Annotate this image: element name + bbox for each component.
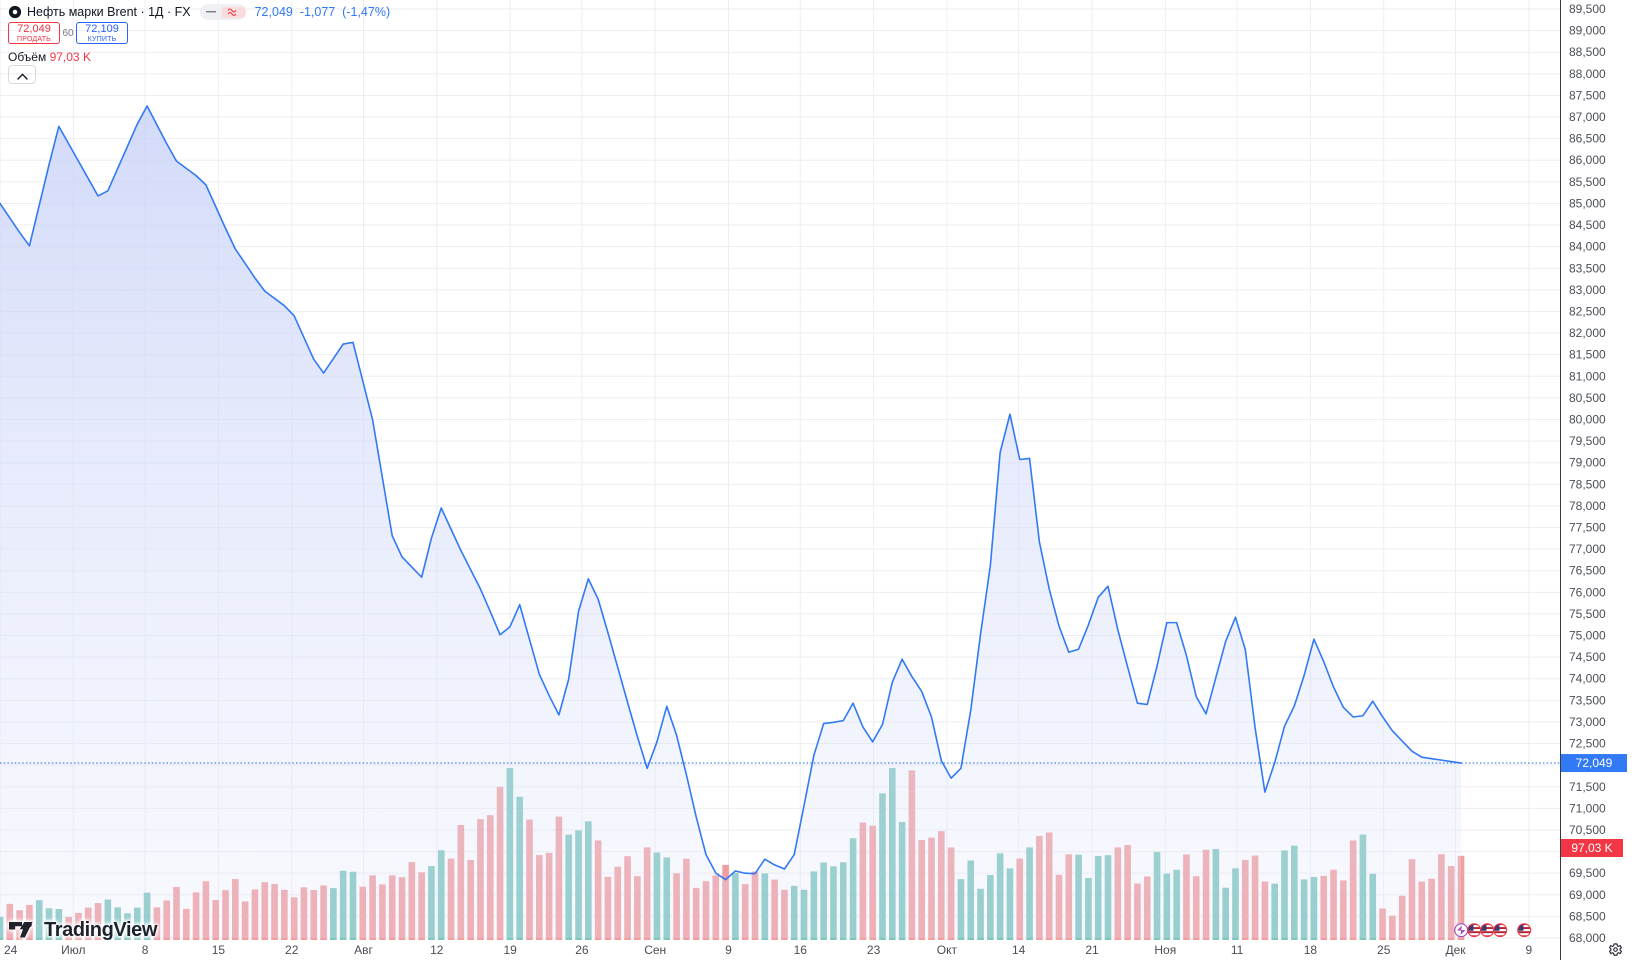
svg-text:83,000: 83,000: [1569, 283, 1606, 297]
svg-text:21: 21: [1085, 943, 1099, 957]
svg-text:76,000: 76,000: [1569, 585, 1606, 599]
svg-text:9: 9: [725, 943, 732, 957]
svg-text:68,500: 68,500: [1569, 909, 1606, 923]
svg-text:77,000: 77,000: [1569, 542, 1606, 556]
svg-text:78,500: 78,500: [1569, 477, 1606, 491]
svg-text:79,000: 79,000: [1569, 456, 1606, 470]
svg-text:73,000: 73,000: [1569, 715, 1606, 729]
svg-text:79,500: 79,500: [1569, 434, 1606, 448]
svg-text:76,500: 76,500: [1569, 564, 1606, 578]
svg-text:70,500: 70,500: [1569, 823, 1606, 837]
svg-text:73,500: 73,500: [1569, 693, 1606, 707]
svg-text:88,500: 88,500: [1569, 45, 1606, 59]
svg-text:Сен: Сен: [644, 943, 666, 957]
svg-text:Июл: Июл: [61, 943, 85, 957]
svg-text:84,500: 84,500: [1569, 218, 1606, 232]
svg-text:85,000: 85,000: [1569, 196, 1606, 210]
svg-text:16: 16: [794, 943, 808, 957]
svg-text:69,000: 69,000: [1569, 888, 1606, 902]
svg-text:8: 8: [142, 943, 149, 957]
svg-text:87,000: 87,000: [1569, 110, 1606, 124]
svg-text:97,03 K: 97,03 K: [1571, 841, 1612, 855]
svg-text:72,500: 72,500: [1569, 737, 1606, 751]
svg-text:Авг: Авг: [354, 943, 373, 957]
svg-text:82,500: 82,500: [1569, 304, 1606, 318]
svg-text:72,049: 72,049: [1576, 756, 1613, 770]
svg-text:Ноя: Ноя: [1154, 943, 1176, 957]
svg-text:19: 19: [503, 943, 517, 957]
svg-text:74,000: 74,000: [1569, 672, 1606, 686]
svg-text:11: 11: [1231, 943, 1244, 957]
svg-text:87,500: 87,500: [1569, 88, 1606, 102]
svg-text:14: 14: [1012, 943, 1026, 957]
svg-text:75,500: 75,500: [1569, 607, 1606, 621]
svg-text:85,500: 85,500: [1569, 175, 1606, 189]
svg-text:Окт: Окт: [937, 943, 958, 957]
svg-text:83,500: 83,500: [1569, 261, 1606, 275]
svg-text:26: 26: [575, 943, 589, 957]
svg-text:82,000: 82,000: [1569, 326, 1606, 340]
svg-text:Дек: Дек: [1445, 943, 1466, 957]
svg-text:18: 18: [1304, 943, 1318, 957]
svg-text:15: 15: [212, 943, 226, 957]
svg-text:12: 12: [430, 943, 444, 957]
svg-text:69,500: 69,500: [1569, 866, 1606, 880]
svg-text:22: 22: [285, 943, 299, 957]
svg-text:25: 25: [1377, 943, 1391, 957]
svg-text:86,500: 86,500: [1569, 132, 1606, 146]
svg-text:71,000: 71,000: [1569, 801, 1606, 815]
svg-text:68,000: 68,000: [1569, 931, 1606, 945]
svg-text:75,000: 75,000: [1569, 629, 1606, 643]
svg-text:71,500: 71,500: [1569, 780, 1606, 794]
svg-text:77,500: 77,500: [1569, 521, 1606, 535]
svg-text:23: 23: [867, 943, 881, 957]
svg-text:24: 24: [4, 943, 18, 957]
svg-text:81,500: 81,500: [1569, 348, 1606, 362]
svg-text:81,000: 81,000: [1569, 369, 1606, 383]
svg-text:84,000: 84,000: [1569, 240, 1606, 254]
svg-text:86,000: 86,000: [1569, 153, 1606, 167]
svg-text:88,000: 88,000: [1569, 67, 1606, 81]
svg-text:80,000: 80,000: [1569, 412, 1606, 426]
svg-text:9: 9: [1525, 943, 1532, 957]
svg-text:89,500: 89,500: [1569, 2, 1606, 16]
svg-text:74,500: 74,500: [1569, 650, 1606, 664]
svg-text:89,000: 89,000: [1569, 24, 1606, 38]
svg-text:80,500: 80,500: [1569, 391, 1606, 405]
svg-text:78,000: 78,000: [1569, 499, 1606, 513]
